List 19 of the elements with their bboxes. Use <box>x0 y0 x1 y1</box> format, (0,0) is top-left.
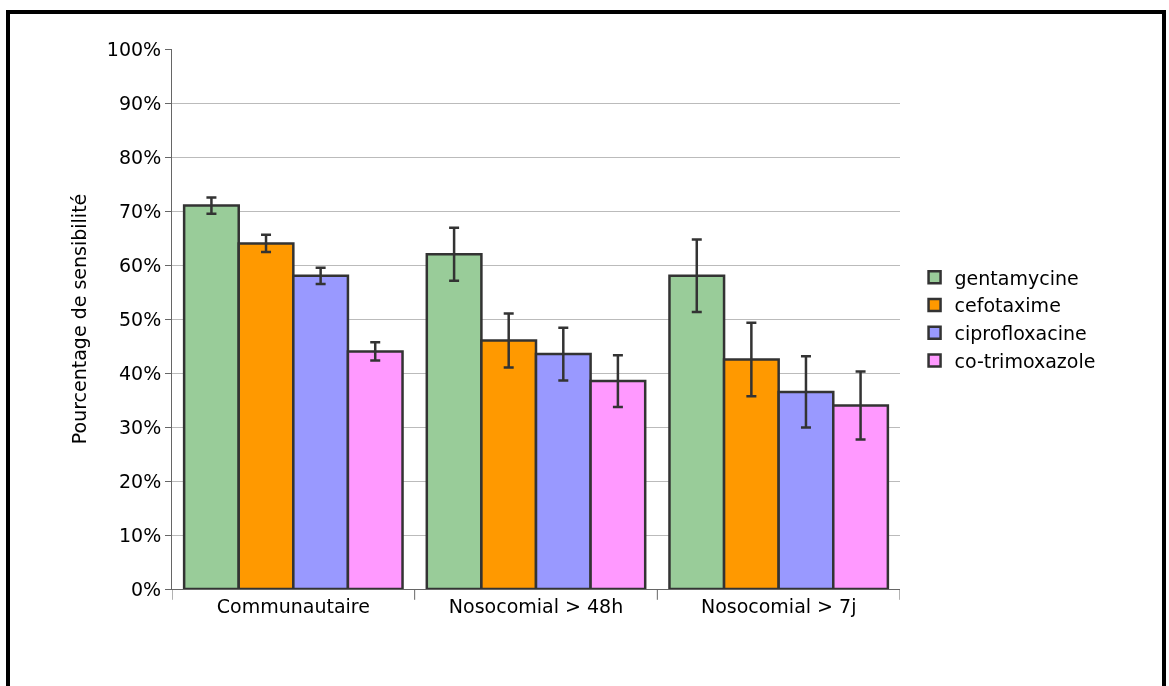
y-tick-label: 10% <box>118 523 162 546</box>
x-tick-label: Nosocomial > 7j <box>700 594 857 617</box>
legend-label: co-trimoxazole <box>954 349 1096 372</box>
legend-label: gentamycine <box>954 266 1079 289</box>
x-tick-label: Nosocomial > 48h <box>448 594 624 617</box>
y-tick-label: 20% <box>118 469 162 492</box>
y-tick-label: 100% <box>106 37 162 60</box>
y-tick-label: 60% <box>118 253 162 276</box>
x-tick-label: Communautaire <box>216 594 370 617</box>
y-tick-label: 30% <box>118 415 162 438</box>
y-tick-label: 40% <box>118 361 162 384</box>
y-tick-label: 80% <box>118 145 162 168</box>
y-tick-label: 0% <box>131 577 162 600</box>
y-tick-label: 50% <box>118 307 162 330</box>
y-tick-label: 70% <box>118 199 162 222</box>
legend-label: ciprofloxacine <box>954 322 1087 345</box>
y-axis-title: Pourcentage de sensibilité <box>67 193 90 445</box>
y-tick-label: 90% <box>118 91 162 114</box>
legend-label: cefotaxime <box>954 294 1061 317</box>
